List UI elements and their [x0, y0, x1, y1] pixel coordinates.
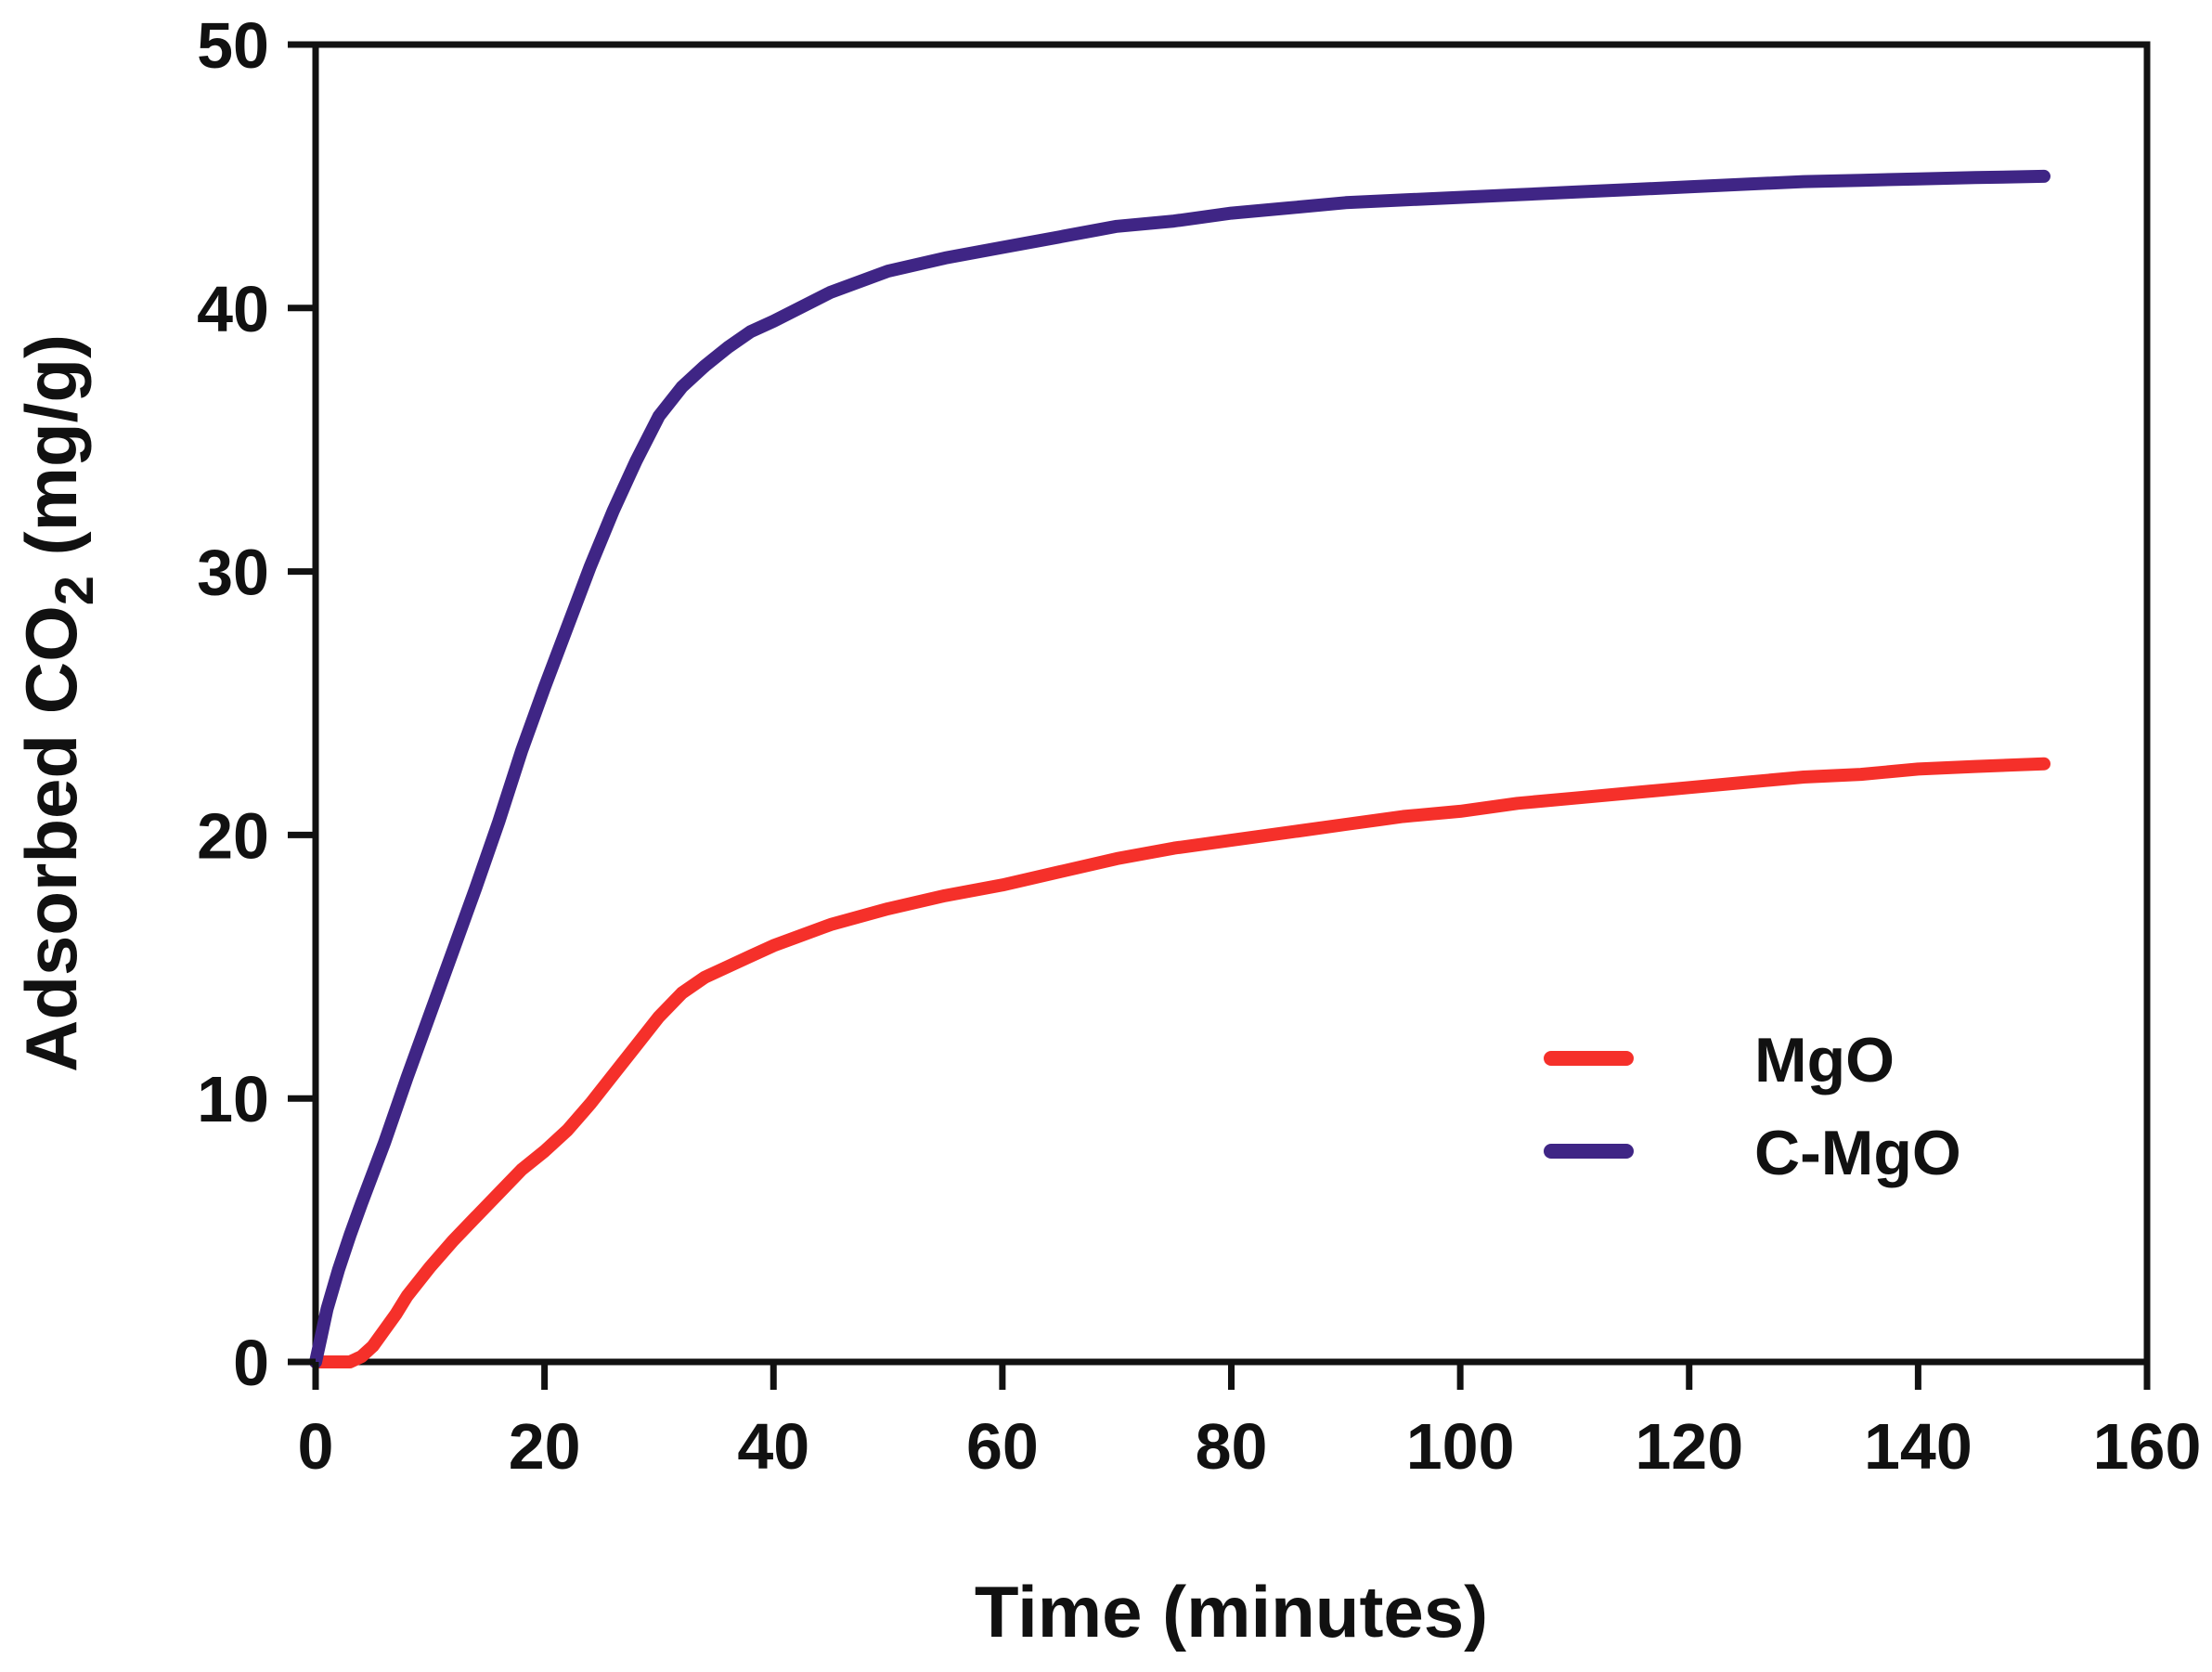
x-tick-label: 40: [737, 1410, 809, 1483]
y-tick-label: 0: [233, 1327, 269, 1399]
x-tick-label: 0: [298, 1410, 334, 1483]
x-tick-label: 160: [2093, 1410, 2202, 1483]
y-tick-label: 30: [197, 537, 269, 609]
x-tick-label: 100: [1406, 1410, 1515, 1483]
y-axis-title-main: Adsorbed CO: [10, 605, 92, 1072]
legend-label-mgo: MgO: [1754, 1025, 1895, 1095]
y-axis-title-unit: (mg/g): [10, 334, 92, 576]
axes: 0 20 40 60 80 100 120 140 160 0 10 20 30 40 50: [197, 9, 2201, 1483]
series-group: [309, 169, 2050, 1368]
y-tick-label: 40: [197, 273, 269, 345]
x-tick-label: 60: [966, 1410, 1039, 1483]
legend-label-c-mgo: C-MgO: [1754, 1118, 1961, 1188]
legend: MgO C-MgO: [1544, 1025, 1961, 1188]
y-axis-title: Adsorbed CO2 (mg/g): [10, 334, 105, 1072]
y-tick-label: 10: [197, 1063, 269, 1135]
x-tick-label: 20: [509, 1410, 581, 1483]
x-axis-title: Time (minutes): [975, 1571, 1488, 1653]
y-tick-label: 20: [197, 799, 269, 872]
x-tick-label: 120: [1635, 1410, 1743, 1483]
y-axis-title-subscript: 2: [45, 576, 105, 605]
y-tick-label: 50: [197, 9, 269, 82]
x-tick-label: 140: [1864, 1410, 1973, 1483]
x-tick-label: 80: [1196, 1410, 1268, 1483]
series-line-c-mgo: [309, 169, 2050, 1368]
series-line-mgo: [309, 757, 2050, 1368]
